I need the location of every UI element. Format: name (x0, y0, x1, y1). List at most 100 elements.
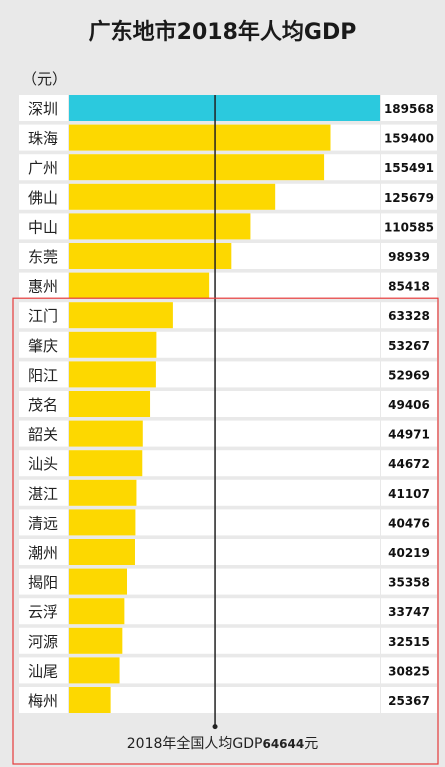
value-label: 41107 (388, 487, 430, 501)
bar-佛山 (69, 183, 276, 210)
category-label: 揭阳 (28, 574, 58, 592)
value-cell (381, 450, 437, 477)
category-cell (19, 331, 68, 358)
value-label: 44971 (388, 428, 430, 442)
category-label: 东莞 (28, 248, 58, 266)
bar-珠海 (69, 124, 331, 151)
category-cell (19, 183, 68, 210)
category-cell (19, 361, 68, 388)
category-cell (19, 568, 68, 595)
category-label: 江门 (28, 307, 58, 325)
value-label: 110585 (384, 220, 434, 234)
bar-江门 (69, 302, 173, 329)
value-cell (381, 95, 437, 121)
value-label: 155491 (384, 161, 434, 175)
bar-云浮 (69, 598, 125, 625)
value-cell (381, 213, 437, 240)
value-label: 30825 (388, 664, 430, 678)
category-label: 汕头 (28, 455, 58, 473)
value-cell (381, 568, 437, 595)
bar-track (69, 657, 380, 684)
value-label: 125679 (384, 191, 434, 205)
value-cell (381, 420, 437, 447)
category-cell (19, 124, 68, 151)
bar-汕头 (69, 450, 143, 477)
value-label: 85418 (388, 280, 430, 294)
bar-中山 (69, 213, 251, 240)
category-cell (19, 450, 68, 477)
category-cell (19, 243, 68, 269)
category-cell (19, 598, 68, 625)
reference-caption: 2018年全国人均GDP64644元 (0, 733, 445, 753)
unit-label: （元） (22, 70, 68, 88)
value-cell (381, 243, 437, 269)
value-cell (381, 331, 437, 358)
value-label: 49406 (388, 398, 430, 412)
category-cell (19, 509, 68, 536)
category-cell (19, 420, 68, 447)
value-label: 40476 (388, 516, 430, 530)
category-cell (19, 213, 68, 240)
category-cell (19, 539, 68, 565)
value-cell (381, 479, 437, 506)
bar-韶关 (69, 420, 143, 447)
value-cell (381, 627, 437, 654)
value-cell (381, 361, 437, 388)
bar-清远 (69, 509, 136, 536)
value-cell (381, 687, 437, 713)
highlight-group-box (12, 297, 439, 765)
reference-caption-prefix: 2018年全国人均GDP (126, 736, 263, 752)
value-cell (381, 539, 437, 565)
value-label: 98939 (388, 250, 430, 264)
reference-caption-suffix: 元 (304, 736, 319, 752)
value-cell (381, 657, 437, 684)
category-cell (19, 95, 68, 121)
chart-title: 广东地市2018年人均GDP (88, 20, 357, 45)
value-cell (381, 272, 437, 299)
category-cell (19, 302, 68, 329)
category-label: 肇庆 (28, 337, 58, 355)
bar-河源 (69, 627, 123, 654)
bar-梅州 (69, 687, 111, 713)
category-label: 佛山 (28, 189, 58, 207)
category-label: 阳江 (28, 366, 58, 384)
category-cell (19, 154, 68, 181)
category-label: 韶关 (28, 426, 58, 444)
value-label: 63328 (388, 309, 430, 323)
value-cell (381, 183, 437, 210)
value-cell (381, 154, 437, 181)
value-cell (381, 509, 437, 536)
bar-肇庆 (69, 331, 157, 358)
value-label: 189568 (384, 102, 434, 116)
value-cell (381, 598, 437, 625)
value-label: 32515 (388, 635, 430, 649)
value-cell (381, 302, 437, 329)
value-label: 40219 (388, 546, 430, 560)
category-label: 河源 (28, 633, 58, 651)
value-label: 35358 (388, 576, 430, 590)
value-label: 25367 (388, 694, 430, 708)
bar-茂名 (69, 391, 151, 417)
value-label: 159400 (384, 132, 434, 146)
category-label: 云浮 (28, 603, 58, 621)
category-cell (19, 627, 68, 654)
value-label: 52969 (388, 368, 430, 382)
category-label: 深圳 (28, 100, 58, 118)
category-cell (19, 272, 68, 299)
bar-揭阳 (69, 568, 128, 595)
bar-潮州 (69, 539, 135, 565)
value-label: 44672 (388, 457, 430, 471)
category-label: 广州 (28, 159, 58, 177)
bar-广州 (69, 154, 325, 181)
value-cell (381, 124, 437, 151)
category-label: 惠州 (28, 278, 58, 296)
category-cell (19, 479, 68, 506)
value-cell (381, 391, 437, 417)
category-label: 珠海 (28, 130, 58, 148)
category-label: 梅州 (28, 692, 58, 710)
value-label: 33747 (388, 605, 430, 619)
reference-caption-value: 64644 (262, 737, 305, 751)
category-label: 潮州 (28, 544, 58, 562)
